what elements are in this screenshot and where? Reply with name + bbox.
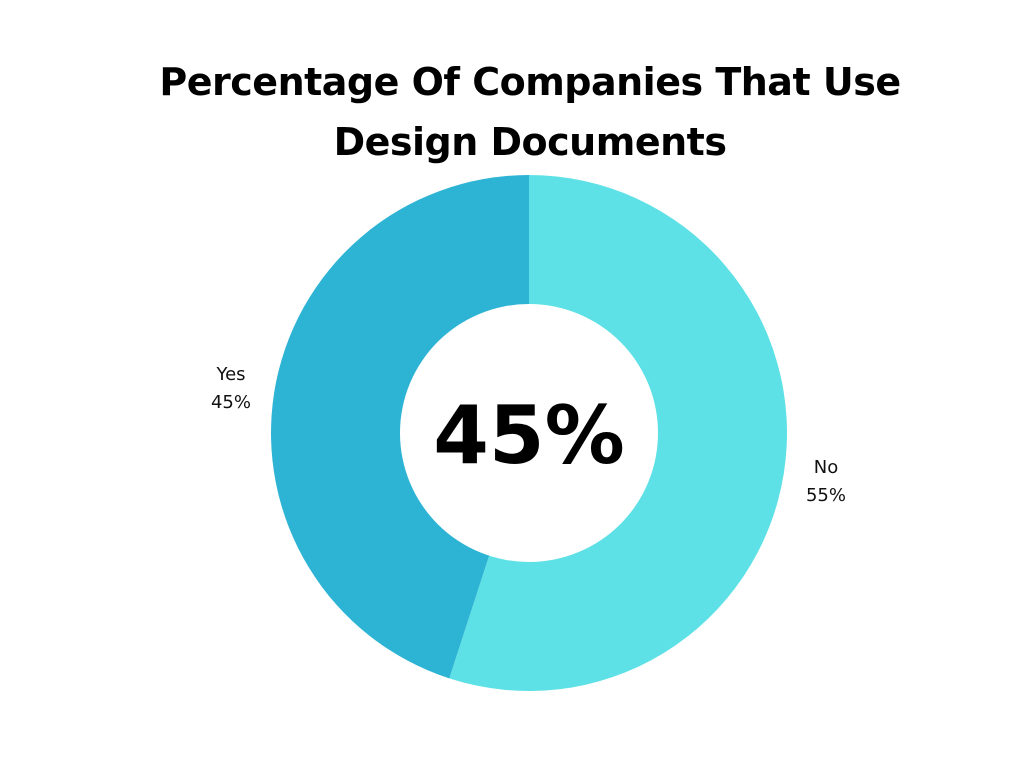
center-value-label: 45%	[433, 389, 624, 482]
slice-value-no: 55%	[806, 485, 846, 506]
chart-title-line-1: Percentage Of Companies That Use	[159, 60, 901, 104]
chart-title-line-2: Design Documents	[333, 120, 727, 164]
chart-title: Percentage Of Companies That Use Design …	[130, 52, 930, 172]
slice-yes	[271, 175, 529, 679]
slice-labels: No 55% Yes 45%	[211, 364, 846, 506]
slice-label-no: No	[814, 457, 838, 478]
slice-value-yes: 45%	[211, 392, 251, 413]
donut-hole	[400, 304, 658, 562]
slice-label-yes: Yes	[215, 364, 245, 385]
